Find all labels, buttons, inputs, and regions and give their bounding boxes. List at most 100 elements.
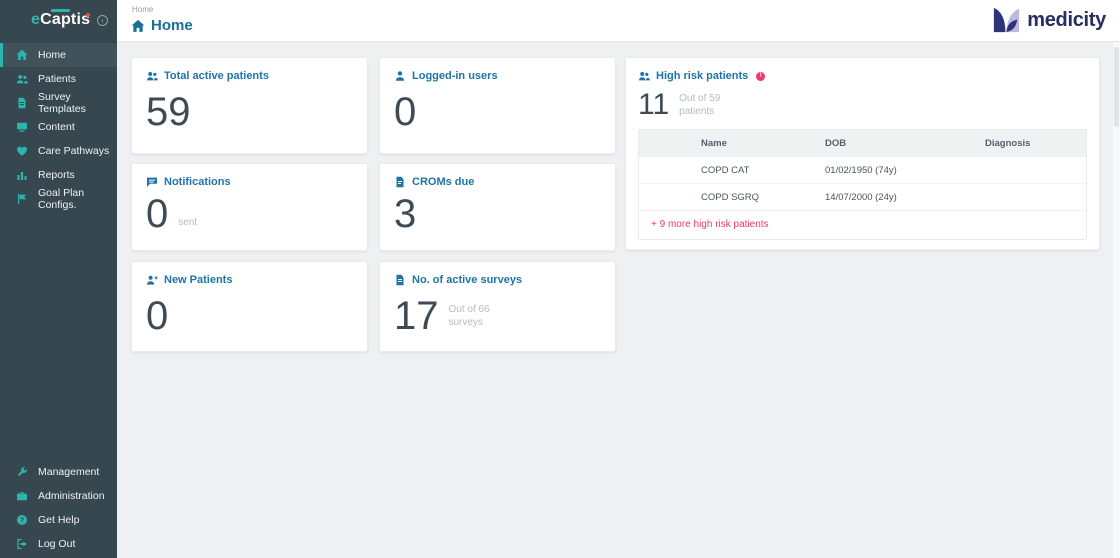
table-header-row: Name DOB Diagnosis: [639, 130, 1086, 157]
page-title: Home: [151, 17, 193, 34]
sidebar-item-label: Care Pathways: [38, 145, 109, 157]
sidebar: eCaptis ‹ Home Patients Survey Templates…: [0, 0, 117, 558]
home-icon: [16, 49, 28, 61]
card-title: Total active patients: [164, 70, 269, 82]
svg-text:?: ?: [20, 517, 24, 524]
top-header: Home Home medicity: [117, 0, 1120, 42]
sidebar-item-content[interactable]: Content: [0, 115, 117, 139]
sidebar-item-label: Content: [38, 121, 75, 133]
sidebar-item-get-help[interactable]: ? Get Help: [0, 508, 117, 532]
sidebar-item-survey-templates[interactable]: Survey Templates: [0, 91, 117, 115]
card-title-row: New Patients: [146, 274, 353, 286]
suffix-line1: Out of 66: [449, 304, 490, 315]
main-content: Total active patients 59 Logged-in users…: [117, 42, 1120, 558]
stat-suffix: sent: [178, 217, 197, 234]
stat-suffix: Out of 59 patients: [679, 92, 720, 118]
document-pencil-icon: [394, 176, 406, 188]
col-header-name: Name: [701, 138, 825, 149]
card-total-active-patients: Total active patients 59: [131, 57, 368, 154]
breadcrumb[interactable]: Home: [132, 5, 153, 14]
chat-bubble-icon: [146, 176, 158, 188]
card-title: Notifications: [164, 176, 231, 188]
logo-overline-accent: [51, 9, 70, 12]
patients-group-icon: [638, 70, 650, 82]
stat-value: 17: [394, 296, 439, 336]
sidebar-item-log-out[interactable]: Log Out: [0, 532, 117, 556]
sidebar-collapse-icon[interactable]: ‹: [97, 15, 108, 26]
card-croms-due: CROMs due 3: [379, 163, 616, 251]
user-icon: [394, 70, 406, 82]
app-root: eCaptis ‹ Home Patients Survey Templates…: [0, 0, 1120, 558]
document-icon: [394, 274, 406, 286]
sidebar-item-label: Log Out: [38, 538, 75, 550]
table-row[interactable]: COPD CAT 01/02/1950 (74y): [639, 157, 1086, 184]
ecaptis-logo: eCaptis: [31, 11, 90, 29]
briefcase-icon: [16, 490, 28, 502]
logout-icon: [16, 538, 28, 550]
content-icon: [16, 121, 28, 133]
logo-i-dot-accent: [86, 13, 90, 17]
help-icon: ?: [16, 514, 28, 526]
col-header-dob: DOB: [825, 138, 985, 149]
logo-rest: Captis: [40, 11, 90, 28]
sidebar-item-label: Home: [38, 49, 66, 61]
wrench-icon: [16, 466, 28, 478]
stat-value: 59: [146, 92, 191, 132]
card-new-patients: New Patients 0: [131, 261, 368, 352]
sidebar-item-label: Reports: [38, 169, 75, 181]
card-title-row: Notifications: [146, 176, 353, 188]
logo-area: eCaptis ‹: [0, 0, 117, 42]
sidebar-item-label: Survey Templates: [38, 91, 117, 115]
stat-value: 0: [146, 296, 168, 336]
card-title: No. of active surveys: [412, 274, 522, 286]
table-row[interactable]: COPD SGRQ 14/07/2000 (24y): [639, 184, 1086, 211]
sidebar-item-home[interactable]: Home: [0, 43, 117, 67]
stat-value: 3: [394, 194, 416, 234]
sidebar-item-administration[interactable]: Administration: [0, 484, 117, 508]
person-add-icon: [146, 274, 158, 286]
cell-dob: 01/02/1950 (74y): [825, 165, 985, 176]
home-icon: [131, 19, 145, 33]
heart-icon: [16, 145, 28, 157]
sidebar-item-patients[interactable]: Patients: [0, 67, 117, 91]
card-title: New Patients: [164, 274, 232, 286]
card-title: High risk patients: [656, 70, 748, 82]
card-high-risk-patients: High risk patients ! 11 Out of 59 patien…: [625, 57, 1100, 250]
cell-dob: 14/07/2000 (24y): [825, 192, 985, 203]
suffix-line2: patients: [679, 106, 714, 117]
card-logged-in-users: Logged-in users 0: [379, 57, 616, 154]
sidebar-item-care-pathways[interactable]: Care Pathways: [0, 139, 117, 163]
chart-icon: [16, 169, 28, 181]
sidebar-item-management[interactable]: Management: [0, 460, 117, 484]
patients-group-icon: [146, 70, 158, 82]
more-high-risk-link[interactable]: + 9 more high risk patients: [639, 211, 1086, 239]
cell-name: COPD SGRQ: [701, 192, 825, 203]
card-active-surveys: No. of active surveys 17 Out of 66 surve…: [379, 261, 616, 352]
suffix-line2: surveys: [449, 317, 483, 328]
card-title-row: Logged-in users: [394, 70, 601, 82]
patients-icon: [16, 73, 28, 85]
sidebar-item-goal-plan-configs[interactable]: Goal Plan Configs.: [0, 187, 117, 211]
page-title-row: Home: [131, 17, 193, 34]
sidebar-item-label: Patients: [38, 73, 76, 85]
goal-flag-icon: [16, 193, 28, 205]
card-title-row: No. of active surveys: [394, 274, 601, 286]
logo-e: e: [31, 11, 40, 28]
high-risk-stat: 11 Out of 59 patients: [638, 90, 1087, 120]
card-title-row: High risk patients !: [638, 70, 1087, 82]
sidebar-nav: Home Patients Survey Templates Content C…: [0, 43, 117, 211]
stat-value: 11: [638, 90, 669, 120]
survey-templates-icon: [16, 97, 28, 109]
alert-badge-icon: !: [756, 72, 765, 81]
card-title: Logged-in users: [412, 70, 498, 82]
cell-name: COPD CAT: [701, 165, 825, 176]
card-title: CROMs due: [412, 176, 474, 188]
col-header-diagnosis: Diagnosis: [985, 138, 1086, 149]
scrollbar-thumb[interactable]: [1114, 47, 1119, 127]
card-notifications: Notifications 0 sent: [131, 163, 368, 251]
sidebar-item-label: Goal Plan Configs.: [38, 187, 117, 211]
scrollbar[interactable]: [1113, 42, 1120, 558]
card-title-row: Total active patients: [146, 70, 353, 82]
sidebar-item-reports[interactable]: Reports: [0, 163, 117, 187]
sidebar-item-label: Management: [38, 466, 99, 478]
